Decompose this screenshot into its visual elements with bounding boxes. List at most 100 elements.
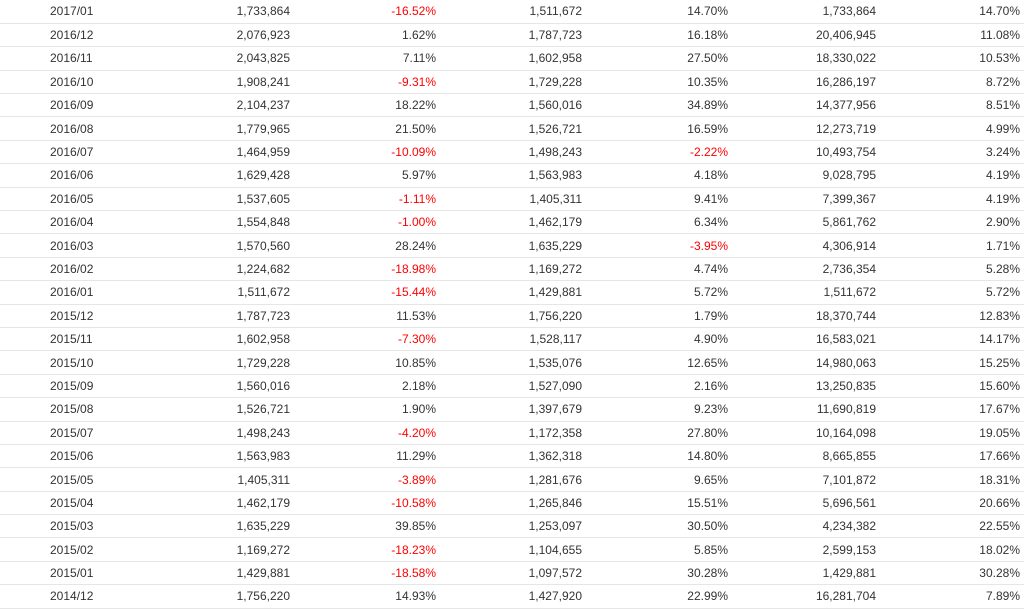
month-cell: 2015/09 [0, 374, 150, 399]
cumulative-value-cell: 8,665,855 [728, 444, 876, 469]
change-cell: 11.29% [290, 444, 436, 469]
prev-year-value-cell: 1,172,358 [436, 421, 582, 445]
value-cell: 1,629,428 [150, 163, 290, 188]
table-row: 2015/12 1,787,723 11.53% 1,756,220 1.79% 18,3… [0, 304, 1024, 328]
value-cell: 1,560,016 [150, 374, 290, 399]
table-row: 2015/04 1,462,179 -10.58% 1,265,846 15.51% 5,… [0, 491, 1024, 516]
table-row: 2015/08 1,526,721 1.90% 1,397,679 9.23% 11,69… [0, 397, 1024, 422]
month-cell: 2016/05 [0, 187, 150, 212]
yoy-change-cell: 30.28% [582, 561, 728, 586]
value-cell: 1,554,848 [150, 210, 290, 235]
change-cell: 39.85% [290, 514, 436, 539]
month-cell: 2016/11 [0, 46, 150, 71]
yoy-change-cell: 5.72% [582, 280, 728, 305]
yoy-change-cell: 16.18% [582, 23, 728, 48]
change-cell: -10.09% [290, 140, 436, 165]
prev-year-value-cell: 1,462,179 [436, 210, 582, 235]
change-cell: -18.23% [290, 537, 436, 562]
month-cell: 2015/05 [0, 467, 150, 492]
table-row: 2015/09 1,560,016 2.18% 1,527,090 2.16% 13,25… [0, 374, 1024, 399]
table-row: 2017/01 1,733,864 -16.52% 1,511,672 14.70% 1,… [0, 0, 1024, 24]
cumulative-value-cell: 9,028,795 [728, 163, 876, 188]
value-cell: 1,405,311 [150, 467, 290, 492]
cumulative-value-cell: 2,736,354 [728, 257, 876, 282]
cumulative-change-cell: 14.17% [876, 327, 1024, 352]
change-cell: -10.58% [290, 491, 436, 516]
cumulative-change-cell: 4.99% [876, 116, 1024, 141]
yoy-change-cell: 4.74% [582, 257, 728, 282]
prev-year-value-cell: 1,397,679 [436, 397, 582, 422]
table-row: 2016/11 2,043,825 7.11% 1,602,958 27.50% 18,3… [0, 46, 1024, 71]
cumulative-change-cell: 10.53% [876, 46, 1024, 71]
cumulative-change-cell: 18.02% [876, 537, 1024, 562]
prev-year-value-cell: 1,253,097 [436, 514, 582, 539]
prev-year-value-cell: 1,602,958 [436, 46, 582, 71]
change-cell: 21.50% [290, 116, 436, 141]
prev-year-value-cell: 1,169,272 [436, 257, 582, 282]
yoy-change-cell: 16.59% [582, 116, 728, 141]
month-cell: 2016/06 [0, 163, 150, 188]
change-cell: -1.11% [290, 187, 436, 212]
month-cell: 2016/02 [0, 257, 150, 282]
yoy-change-cell: 6.34% [582, 210, 728, 235]
yoy-change-cell: -2.22% [582, 140, 728, 165]
prev-year-value-cell: 1,405,311 [436, 187, 582, 212]
change-cell: 1.90% [290, 397, 436, 422]
value-cell: 1,756,220 [150, 584, 290, 609]
value-cell: 1,635,229 [150, 514, 290, 539]
yoy-change-cell: 22.99% [582, 584, 728, 609]
month-cell: 2016/03 [0, 233, 150, 258]
yoy-change-cell: 27.80% [582, 421, 728, 445]
value-cell: 1,563,983 [150, 444, 290, 469]
prev-year-value-cell: 1,427,920 [436, 584, 582, 609]
yoy-change-cell: 2.16% [582, 374, 728, 399]
table-row: 2016/09 2,104,237 18.22% 1,560,016 34.89% 14,… [0, 93, 1024, 118]
cumulative-change-cell: 4.19% [876, 163, 1024, 188]
change-cell: 28.24% [290, 233, 436, 258]
month-cell: 2015/02 [0, 537, 150, 562]
table-row: 2015/02 1,169,272 -18.23% 1,104,655 5.85% 2,5… [0, 537, 1024, 562]
yoy-change-cell: 14.80% [582, 444, 728, 469]
cumulative-change-cell: 14.70% [876, 0, 1024, 24]
yoy-change-cell: -3.95% [582, 233, 728, 258]
prev-year-value-cell: 1,527,090 [436, 374, 582, 399]
table-row: 2016/04 1,554,848 -1.00% 1,462,179 6.34% 5,86… [0, 210, 1024, 235]
change-cell: -18.58% [290, 561, 436, 586]
change-cell: 14.93% [290, 584, 436, 609]
value-cell: 1,464,959 [150, 140, 290, 165]
table-row: 2016/12 2,076,923 1.62% 1,787,723 16.18% 20,4… [0, 23, 1024, 48]
cumulative-value-cell: 7,101,872 [728, 467, 876, 492]
cumulative-change-cell: 19.05% [876, 421, 1024, 445]
prev-year-value-cell: 1,104,655 [436, 537, 582, 562]
value-cell: 1,498,243 [150, 421, 290, 445]
change-cell: 1.62% [290, 23, 436, 48]
cumulative-change-cell: 15.60% [876, 374, 1024, 399]
change-cell: 5.97% [290, 163, 436, 188]
month-cell: 2015/10 [0, 350, 150, 375]
month-cell: 2015/04 [0, 491, 150, 516]
cumulative-value-cell: 11,690,819 [728, 397, 876, 422]
prev-year-value-cell: 1,528,117 [436, 327, 582, 352]
yoy-change-cell: 27.50% [582, 46, 728, 71]
value-cell: 2,104,237 [150, 93, 290, 118]
value-cell: 1,908,241 [150, 70, 290, 95]
month-cell: 2015/12 [0, 304, 150, 328]
cumulative-value-cell: 16,583,021 [728, 327, 876, 352]
prev-year-value-cell: 1,362,318 [436, 444, 582, 469]
month-cell: 2015/07 [0, 421, 150, 445]
value-cell: 1,602,958 [150, 327, 290, 352]
cumulative-value-cell: 5,861,762 [728, 210, 876, 235]
table-row: 2015/03 1,635,229 39.85% 1,253,097 30.50% 4,2… [0, 514, 1024, 539]
cumulative-change-cell: 8.51% [876, 93, 1024, 118]
change-cell: 10.85% [290, 350, 436, 375]
value-cell: 1,570,560 [150, 233, 290, 258]
prev-year-value-cell: 1,535,076 [436, 350, 582, 375]
change-cell: -4.20% [290, 421, 436, 445]
cumulative-change-cell: 5.28% [876, 257, 1024, 282]
yoy-change-cell: 9.65% [582, 467, 728, 492]
cumulative-change-cell: 15.25% [876, 350, 1024, 375]
change-cell: -15.44% [290, 280, 436, 305]
table-row: 2015/07 1,498,243 -4.20% 1,172,358 27.80% 10,… [0, 421, 1024, 445]
cumulative-value-cell: 10,493,754 [728, 140, 876, 165]
yoy-change-cell: 14.70% [582, 0, 728, 24]
